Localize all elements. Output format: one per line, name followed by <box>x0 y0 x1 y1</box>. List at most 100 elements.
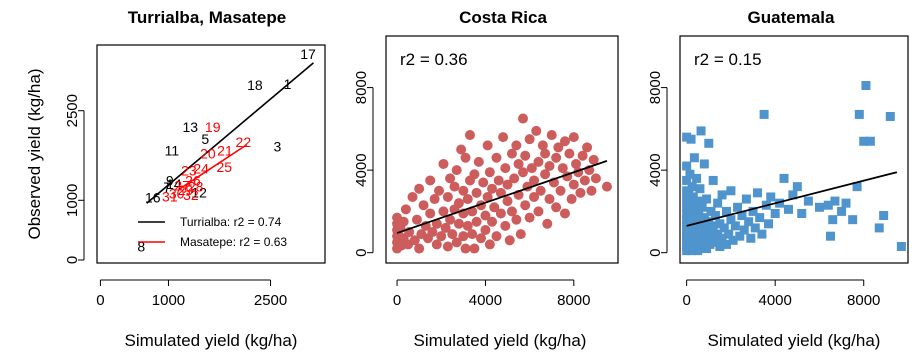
point-label: 18 <box>247 77 263 93</box>
data-point <box>429 194 440 205</box>
data-point <box>737 211 747 221</box>
data-point <box>482 191 493 202</box>
axis-ticks: 0 4000 8000 0 4000 8000 <box>353 71 590 309</box>
data-point <box>529 175 540 186</box>
data-point <box>708 175 718 185</box>
data-point <box>555 185 566 196</box>
data-point <box>755 213 765 223</box>
data-point <box>704 138 714 148</box>
panel-turrialba-masatepe: Turrialba, Masatepe Observed yield (kg/h… <box>25 8 326 350</box>
point-label: 19 <box>205 119 221 135</box>
data-point <box>440 222 451 233</box>
data-point <box>726 186 736 196</box>
data-point <box>517 167 528 178</box>
data-point <box>582 142 593 153</box>
data-point <box>491 152 502 163</box>
data-point <box>688 211 698 221</box>
y-tick-label: 0 <box>353 249 370 257</box>
data-point <box>697 202 707 212</box>
y-tick-label: 1000 <box>64 184 81 217</box>
data-point <box>686 134 696 144</box>
data-point <box>721 239 731 249</box>
y-tick-label: 8000 <box>647 71 664 104</box>
data-point <box>411 214 422 225</box>
data-point <box>520 200 531 211</box>
data-point <box>500 220 511 231</box>
data-point <box>566 194 577 205</box>
point-label: 25 <box>216 159 232 175</box>
data-point <box>434 185 445 196</box>
panel-costa-rica: Costa Rica r2 = 0.36 Simulated yield (kg… <box>353 8 619 350</box>
data-point <box>511 140 522 151</box>
data-point <box>744 217 754 227</box>
data-point <box>741 194 751 204</box>
fit-line-turrialba <box>146 62 314 204</box>
data-point <box>464 130 475 141</box>
data-point <box>579 175 590 186</box>
data-point <box>445 214 456 225</box>
data-point <box>766 192 776 202</box>
data-point <box>705 239 715 249</box>
data-point <box>453 218 464 229</box>
data-point <box>692 173 702 183</box>
data-point <box>513 158 524 169</box>
data-point <box>823 200 833 210</box>
data-point <box>689 153 699 163</box>
point-label: 14 <box>166 176 182 192</box>
data-point <box>425 208 436 219</box>
legend-entry-masatepe: Masatepe: r2 = 0.63 <box>180 235 287 249</box>
data-point <box>540 148 551 159</box>
point-label: 31 <box>162 189 178 205</box>
data-point <box>531 125 542 136</box>
point-label: 27 <box>174 177 190 193</box>
y-axis-label: Observed yield (kg/ha) <box>25 68 44 239</box>
data-point <box>502 179 513 190</box>
data-point <box>445 173 456 184</box>
data-point <box>482 140 493 151</box>
point-label: 22 <box>236 134 252 150</box>
data-point <box>529 191 540 202</box>
data-point <box>693 196 703 206</box>
x-tick-label: 4000 <box>758 292 791 309</box>
data-point <box>487 216 498 227</box>
chart-marks <box>392 113 612 254</box>
point-label: 11 <box>165 143 180 159</box>
data-point <box>544 161 555 172</box>
data-point <box>542 218 553 229</box>
data-point <box>442 241 453 252</box>
data-point <box>721 206 731 216</box>
data-point <box>551 202 562 213</box>
point-label: 28 <box>188 179 204 195</box>
data-point <box>471 216 482 227</box>
data-point <box>544 194 555 205</box>
data-point <box>502 196 513 207</box>
data-point <box>717 233 727 243</box>
point-label: 13 <box>182 119 198 135</box>
legend: Turrialba: r2 = 0.74 Masatepe: r2 = 0.63 <box>138 215 287 249</box>
plot-frame <box>679 35 909 264</box>
data-point <box>750 223 760 233</box>
point-label: 26 <box>185 173 201 189</box>
point-label: 17 <box>300 46 316 62</box>
x-tick-label: 8000 <box>847 292 880 309</box>
data-point <box>779 173 789 183</box>
point-label: 5 <box>201 131 209 147</box>
data-point <box>487 183 498 194</box>
data-point <box>438 158 449 169</box>
point-label: 24 <box>193 161 209 177</box>
x-tick-label: 8000 <box>557 292 590 309</box>
data-point <box>682 175 692 185</box>
data-point <box>559 208 570 219</box>
data-point <box>438 206 449 217</box>
data-point <box>730 221 740 231</box>
data-point <box>493 175 504 186</box>
data-point <box>473 156 484 167</box>
data-point <box>590 173 601 184</box>
plot-frame <box>96 44 326 264</box>
point-label: 9 <box>166 173 174 189</box>
data-point <box>456 144 467 155</box>
data-point <box>462 220 473 231</box>
data-point <box>879 211 889 221</box>
